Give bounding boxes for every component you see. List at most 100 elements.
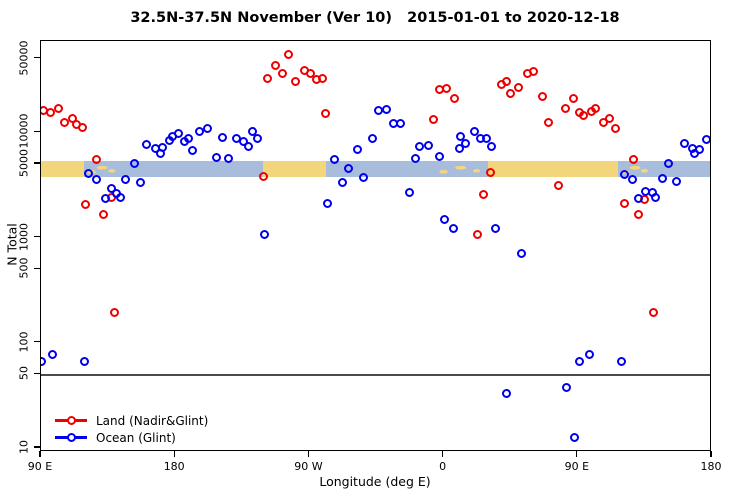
surface-band-segment-land	[41, 161, 85, 177]
x-tick	[39, 451, 41, 457]
data-point-ocean	[395, 119, 405, 129]
data-point-land	[449, 94, 459, 104]
legend: Land (Nadir&Glint) Ocean (Glint)	[55, 412, 208, 446]
data-point-land	[579, 110, 589, 120]
x-tick-label: 180	[163, 460, 185, 473]
data-point-ocean	[702, 135, 710, 145]
data-point-ocean	[448, 224, 458, 234]
data-point-ocean	[84, 168, 94, 178]
data-point-land	[611, 123, 621, 133]
data-point-land	[486, 167, 496, 177]
x-tick	[307, 451, 309, 457]
data-point-land	[278, 68, 288, 78]
y-tick	[34, 236, 40, 238]
data-point-land	[99, 209, 109, 219]
data-point-ocean	[435, 151, 445, 161]
y-tick-label: 1000	[17, 222, 31, 251]
data-point-land	[506, 88, 516, 98]
x-tick-label: 90 W	[294, 460, 323, 473]
data-point-land	[619, 198, 629, 208]
data-point-ocean	[223, 153, 233, 163]
surface-band-segment-land	[488, 161, 619, 177]
data-point-ocean	[106, 184, 116, 194]
data-point-ocean	[359, 173, 369, 183]
data-point-ocean	[202, 123, 212, 133]
y-tick-label: 10000	[17, 113, 31, 149]
data-point-ocean	[115, 192, 125, 202]
data-point-land	[321, 109, 331, 119]
data-point-land	[629, 155, 639, 165]
y-tick	[34, 341, 40, 343]
y-tick-label: 50	[17, 366, 31, 381]
legend-item-land: Land (Nadir&Glint)	[55, 412, 208, 429]
data-point-ocean	[415, 142, 425, 152]
data-point-land	[553, 180, 563, 190]
data-point-ocean	[129, 159, 139, 169]
data-point-land	[479, 189, 489, 199]
data-point-ocean	[469, 127, 479, 137]
data-point-land	[291, 77, 301, 87]
data-point-land	[284, 50, 294, 59]
data-point-land	[442, 84, 452, 94]
data-point-ocean	[368, 134, 378, 144]
data-point-ocean	[460, 138, 470, 148]
data-point-land	[46, 107, 56, 117]
y-tick	[34, 162, 40, 164]
data-point-land	[258, 172, 268, 182]
data-point-ocean	[633, 194, 643, 204]
surface-type-band	[41, 161, 710, 177]
data-point-ocean	[650, 192, 660, 202]
data-point-ocean	[574, 357, 584, 367]
data-point-land	[501, 76, 511, 86]
y-tick	[34, 267, 40, 269]
data-point-ocean	[187, 146, 197, 156]
reference-line-50	[41, 374, 710, 376]
data-point-ocean	[343, 164, 353, 174]
data-point-ocean	[562, 382, 572, 392]
surface-band-segment-mixed	[430, 161, 489, 177]
data-point-ocean	[120, 175, 130, 185]
data-point-ocean	[628, 175, 638, 185]
data-point-land	[317, 74, 327, 84]
data-point-ocean	[337, 178, 347, 188]
data-point-land	[428, 114, 438, 124]
data-point-ocean	[658, 174, 668, 184]
data-point-land	[538, 92, 548, 102]
data-point-ocean	[585, 349, 595, 359]
data-point-ocean	[486, 142, 496, 152]
data-point-land	[110, 307, 120, 317]
plot-area: Land (Nadir&Glint) Ocean (Glint)	[40, 40, 711, 451]
surface-band-segment-ocean	[119, 161, 264, 177]
data-point-land	[263, 74, 273, 84]
data-point-land	[78, 122, 88, 132]
surface-band-segment-ocean	[325, 161, 431, 177]
data-point-land	[306, 69, 316, 79]
data-point-land	[648, 307, 658, 317]
data-point-ocean	[694, 145, 704, 155]
data-point-ocean	[569, 432, 579, 442]
x-tick	[173, 451, 175, 457]
data-point-land	[270, 61, 280, 71]
surface-band-segment-land	[263, 161, 326, 177]
data-point-ocean	[243, 142, 253, 152]
y-tick-label: 10	[17, 440, 31, 454]
data-point-ocean	[501, 388, 511, 398]
y-tick-label: 50000	[17, 40, 31, 76]
data-point-ocean	[330, 155, 340, 165]
data-point-ocean	[184, 134, 194, 144]
data-point-land	[544, 118, 554, 128]
data-point-ocean	[616, 357, 626, 367]
data-point-ocean	[100, 194, 110, 204]
y-tick-label: 500	[17, 257, 31, 279]
data-point-ocean	[663, 159, 673, 169]
data-point-ocean	[481, 134, 491, 144]
data-point-ocean	[248, 126, 258, 136]
x-tick	[710, 451, 712, 457]
legend-marker-ocean	[55, 433, 87, 442]
data-point-land	[91, 155, 101, 165]
legend-label-ocean: Ocean (Glint)	[96, 430, 176, 445]
data-point-ocean	[195, 127, 205, 137]
data-point-ocean	[619, 169, 629, 179]
data-point-ocean	[410, 154, 420, 164]
data-point-ocean	[404, 187, 414, 197]
